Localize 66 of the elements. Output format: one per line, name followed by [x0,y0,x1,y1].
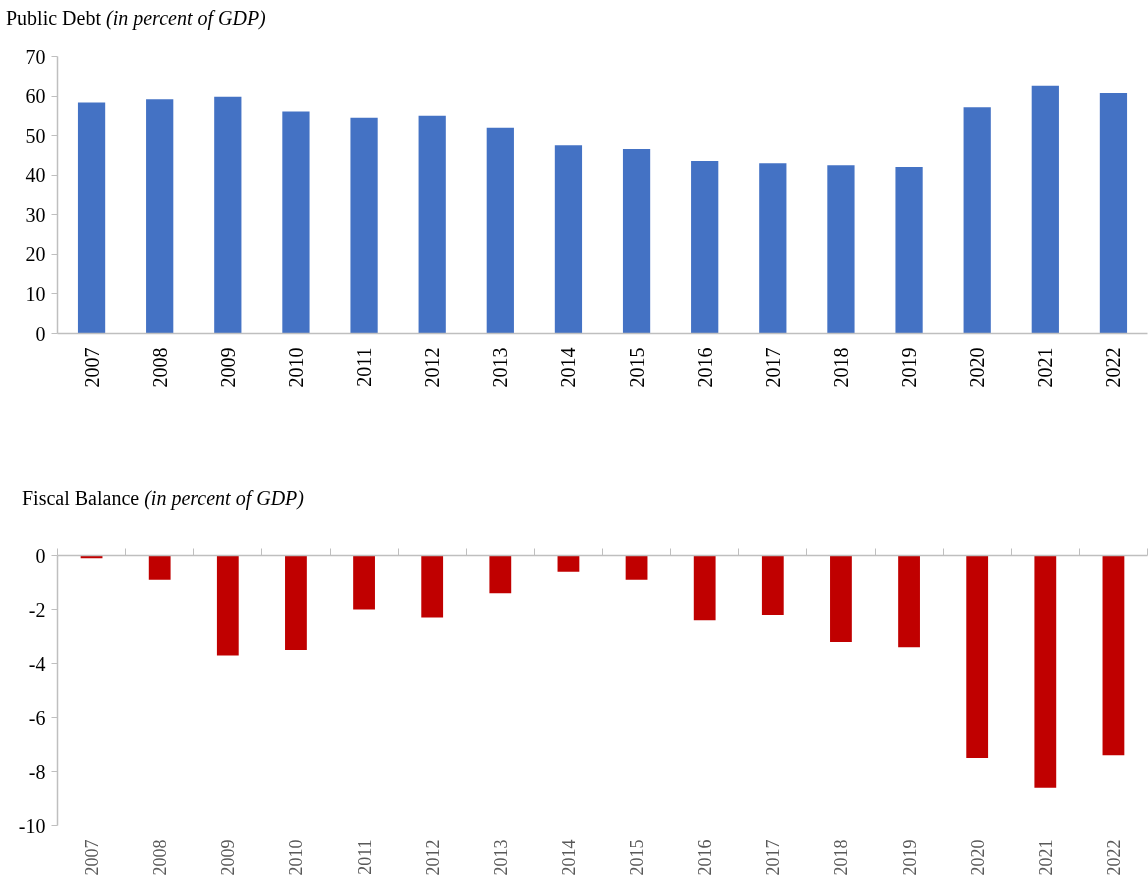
x-tick-label: 2022 [1103,839,1124,876]
y-tick-label: 40 [25,164,46,187]
bar [622,149,651,334]
x-tick-label: 2020 [967,839,988,876]
chart-subtitle: (in percent of GDP) [106,7,266,29]
bar [963,107,991,334]
x-tick-label: 2021 [1035,839,1056,876]
x-tick-label: 2022 [1102,347,1125,388]
bar [486,127,514,334]
x-tick-label: 2014 [557,347,580,388]
x-tick-label: 2010 [284,347,307,388]
x-tick-label: 2018 [831,839,852,876]
x-tick-label: 2019 [898,347,921,388]
bar [282,111,310,334]
x-tick-label: 2019 [899,839,920,876]
y-tick-label: 10 [25,282,46,305]
x-tick-label: 2021 [1034,347,1057,388]
y-tick-label: 50 [25,124,46,147]
x-tick-label: 2011 [353,347,376,387]
x-tick-label: 2012 [422,839,443,876]
bar [214,96,242,334]
x-tick-label: 2008 [148,347,171,388]
x-tick-label: 2020 [966,347,989,388]
x-tick-label: 2010 [286,839,307,876]
chart-title: Public Debt [6,7,101,29]
x-tick-label: 2017 [763,839,784,876]
y-tick-label: 0 [35,322,46,345]
y-tick-label: 0 [35,544,46,567]
y-tick-label: -10 [18,814,46,837]
x-tick-label: 2017 [761,347,784,388]
x-tick-label: 2014 [558,839,579,876]
x-tick-label: 2009 [218,839,239,876]
bar [77,102,106,334]
y-tick-label: 70 [25,45,46,68]
chart-subtitle: (in percent of GDP) [144,487,304,509]
bar [759,163,787,334]
x-tick-label: 2007 [82,839,103,876]
bar [895,166,923,334]
y-tick-label: -2 [28,598,46,621]
x-tick-label: 2013 [490,839,511,876]
x-tick-label: 2008 [150,839,171,876]
x-tick-label: 2013 [489,347,512,388]
y-tick-label: 20 [25,243,46,266]
bar [1099,92,1128,334]
y-tick-label: 60 [25,85,46,108]
x-tick-label: 2009 [216,347,239,388]
bar [350,117,378,334]
x-tick-label: 2016 [693,347,716,388]
bar [554,145,583,334]
x-tick-label: 2016 [695,839,716,876]
x-tick-label: 2015 [625,347,648,388]
y-tick-label: -6 [28,706,46,729]
bar [146,99,174,334]
y-tick-label: -4 [28,652,46,675]
bar [418,115,446,334]
x-tick-label: 2007 [80,347,103,388]
y-tick-label: -8 [28,760,46,783]
x-tick-label: 2011 [354,839,375,875]
x-tick-label: 2012 [421,347,444,388]
bar [691,160,719,334]
x-tick-label: 2018 [829,347,852,388]
bar [827,165,855,334]
chart-title: Fiscal Balance [22,487,140,509]
x-tick-label: 2015 [627,839,648,876]
bar [1031,85,1059,334]
y-tick-label: 30 [25,203,46,226]
